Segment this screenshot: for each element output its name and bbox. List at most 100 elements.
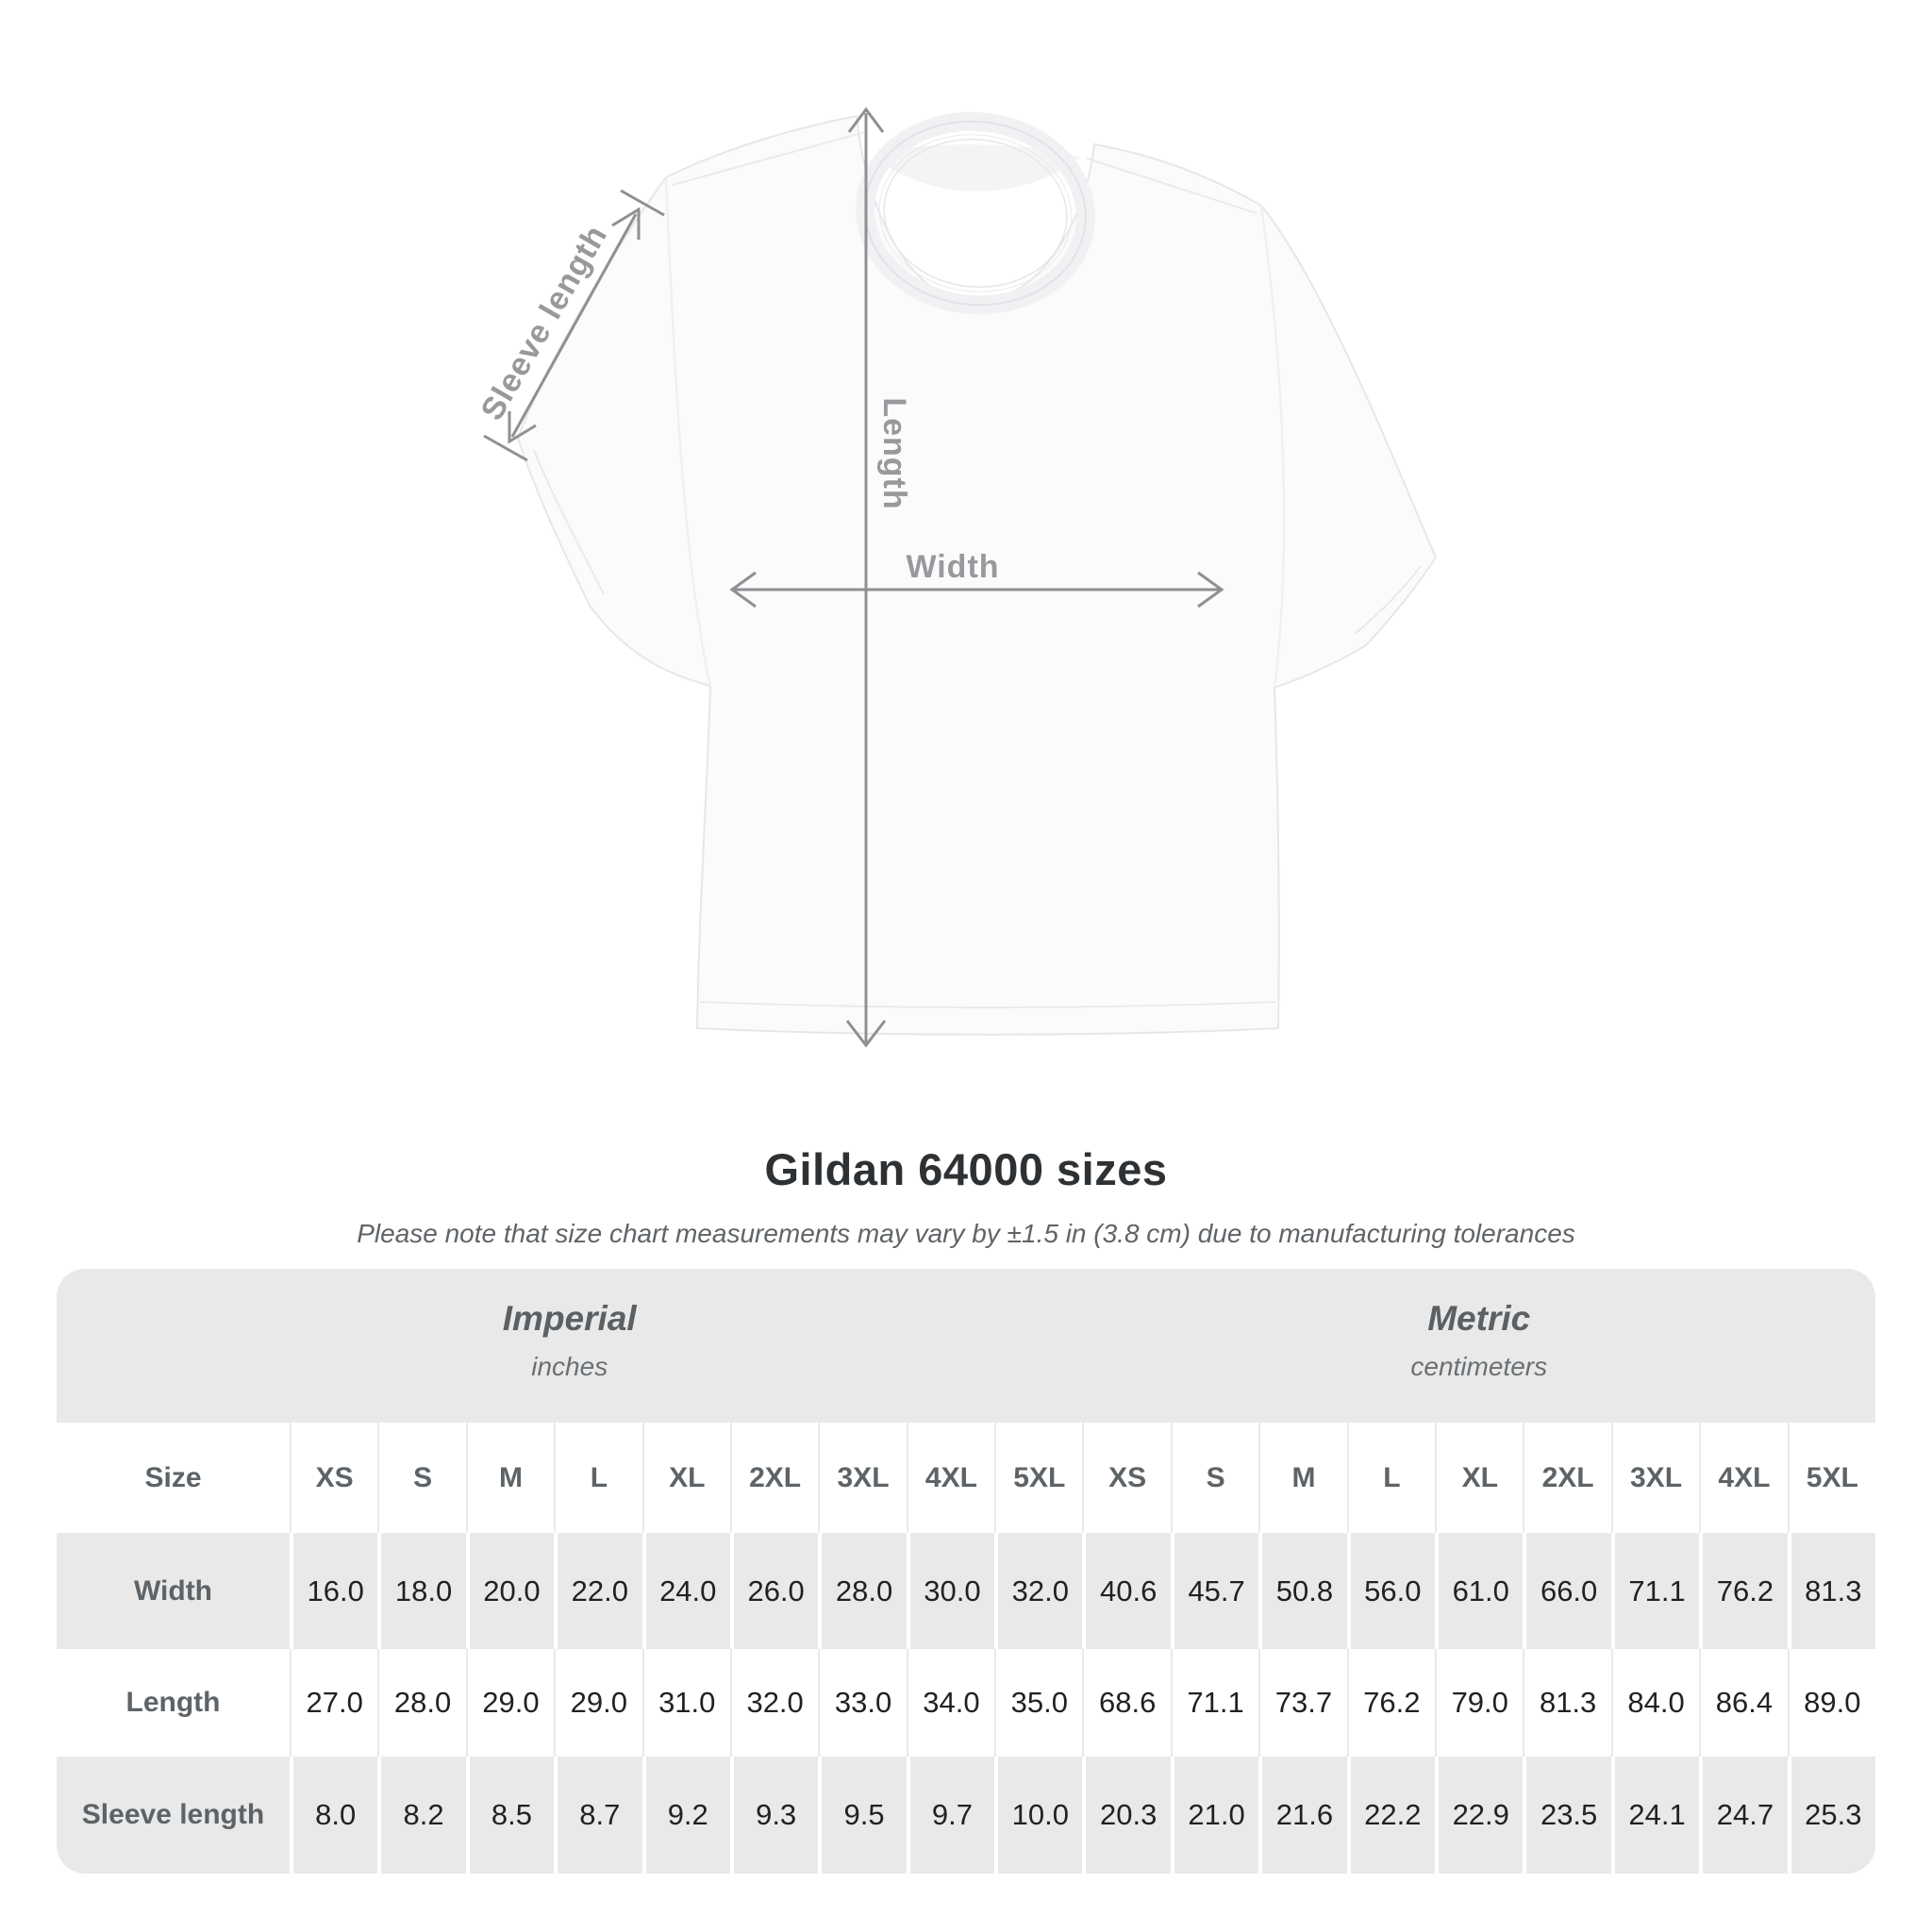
arrow-down-left-icon (508, 411, 537, 444)
size-column-header: Size (57, 1423, 290, 1533)
size-header-metric-2xl: 2XL (1523, 1423, 1611, 1533)
value-cell: 40.6 (1082, 1533, 1171, 1649)
value-cell: 86.4 (1699, 1649, 1788, 1757)
value-cell: 66.0 (1523, 1533, 1611, 1649)
size-header-metric-4xl: 4XL (1699, 1423, 1788, 1533)
value-cell: 20.3 (1082, 1757, 1171, 1874)
end-cap-top (620, 189, 665, 217)
value-cell: 32.0 (994, 1533, 1083, 1649)
value-cell: 45.7 (1170, 1533, 1259, 1649)
size-header-imperial-3xl: 3XL (818, 1423, 907, 1533)
size-header-metric-s: S (1170, 1423, 1259, 1533)
value-cell: 73.7 (1258, 1649, 1347, 1757)
value-cell: 8.7 (554, 1757, 642, 1874)
value-cell: 21.0 (1170, 1757, 1259, 1874)
size-header-metric-m: M (1258, 1423, 1347, 1533)
value-cell: 27.0 (290, 1649, 378, 1757)
size-header-imperial-xs: XS (290, 1423, 378, 1533)
size-header-metric-5xl: 5XL (1787, 1423, 1875, 1533)
value-cell: 22.0 (554, 1533, 642, 1649)
arrow-up-icon (847, 107, 885, 133)
size-header-metric-xs: XS (1082, 1423, 1171, 1533)
value-cell: 22.9 (1435, 1757, 1524, 1874)
bottom-hem (699, 1001, 1276, 1008)
size-header-metric-xl: XL (1435, 1423, 1524, 1533)
value-cell: 8.0 (290, 1757, 378, 1874)
value-cell: 28.0 (377, 1649, 466, 1757)
size-header-imperial-s: S (377, 1423, 466, 1533)
value-cell: 76.2 (1699, 1533, 1788, 1649)
row-label: Length (57, 1649, 290, 1757)
value-cell: 26.0 (729, 1533, 819, 1649)
value-cell: 50.8 (1258, 1533, 1347, 1649)
value-cell: 34.0 (906, 1649, 995, 1757)
value-cell: 22.2 (1346, 1757, 1436, 1874)
value-cell: 10.0 (994, 1757, 1083, 1874)
arrow-left-icon (729, 571, 757, 608)
imperial-group-unit: inches (531, 1352, 608, 1381)
value-cell: 68.6 (1082, 1649, 1171, 1757)
value-cell: 23.5 (1523, 1757, 1611, 1874)
value-cell: 61.0 (1435, 1533, 1524, 1649)
value-cell: 25.3 (1787, 1757, 1875, 1874)
length-label: Length (876, 397, 912, 509)
page-title: Gildan 64000 sizes (764, 1144, 1168, 1194)
imperial-group-header: Imperial inches (57, 1269, 1083, 1423)
metric-group-header: Metric centimeters (1082, 1269, 1875, 1423)
left-cuff-hem (533, 449, 605, 595)
arrow-down-icon (845, 1020, 887, 1048)
value-cell: 76.2 (1346, 1649, 1436, 1757)
value-cell: 21.6 (1258, 1757, 1347, 1874)
value-cell: 32.0 (729, 1649, 819, 1757)
value-cell: 9.2 (641, 1757, 730, 1874)
row-label: Width (57, 1533, 290, 1649)
value-cell: 30.0 (906, 1533, 995, 1649)
size-table: Imperial inches Metric centimeters Size X… (57, 1269, 1875, 1874)
right-sleeve-seam (1259, 205, 1286, 689)
imperial-group-title: Imperial (502, 1299, 637, 1338)
left-sleeve-seam (664, 178, 712, 687)
value-cell: 20.0 (465, 1533, 555, 1649)
value-cell: 8.2 (377, 1757, 466, 1874)
right-cuff-hem (1354, 565, 1422, 635)
right-shoulder-seam (1086, 158, 1257, 214)
value-cell: 71.1 (1610, 1533, 1700, 1649)
row-label: Sleeve length (57, 1757, 290, 1874)
size-header-imperial-5xl: 5XL (994, 1423, 1083, 1533)
size-header-metric-l: L (1346, 1423, 1436, 1533)
value-cell: 29.0 (465, 1649, 555, 1757)
value-cell: 29.0 (554, 1649, 642, 1757)
size-header-imperial-4xl: 4XL (906, 1423, 995, 1533)
value-cell: 33.0 (818, 1649, 907, 1757)
value-cell: 31.0 (641, 1649, 730, 1757)
width-label: Width (906, 549, 999, 585)
value-cell: 24.1 (1610, 1757, 1700, 1874)
width-arrow (729, 571, 1224, 608)
size-header-imperial-l: L (554, 1423, 642, 1533)
size-header-imperial-2xl: 2XL (729, 1423, 819, 1533)
metric-group-unit: centimeters (1410, 1352, 1548, 1381)
collar-back (873, 144, 1080, 192)
value-cell: 79.0 (1435, 1649, 1524, 1757)
tshirt-image (516, 111, 1438, 1036)
value-cell: 28.0 (818, 1533, 907, 1649)
length-arrow (845, 107, 887, 1048)
metric-group-title: Metric (1427, 1299, 1531, 1338)
arrow-right-icon (1197, 571, 1224, 608)
value-cell: 16.0 (290, 1533, 378, 1649)
value-cell: 24.7 (1699, 1757, 1788, 1874)
size-header-imperial-xl: XL (641, 1423, 730, 1533)
value-cell: 81.3 (1787, 1533, 1875, 1649)
value-cell: 8.5 (465, 1757, 555, 1874)
size-header-imperial-m: M (465, 1423, 555, 1533)
size-header-metric-3xl: 3XL (1610, 1423, 1700, 1533)
arrow-up-right-icon (611, 207, 641, 240)
value-cell: 9.3 (729, 1757, 819, 1874)
value-cell: 24.0 (641, 1533, 730, 1649)
value-cell: 81.3 (1523, 1649, 1611, 1757)
value-cell: 56.0 (1346, 1533, 1436, 1649)
page-subtitle: Please note that size chart measurements… (357, 1219, 1575, 1248)
sleeve-length-arrow (483, 189, 665, 462)
value-cell: 9.7 (906, 1757, 995, 1874)
